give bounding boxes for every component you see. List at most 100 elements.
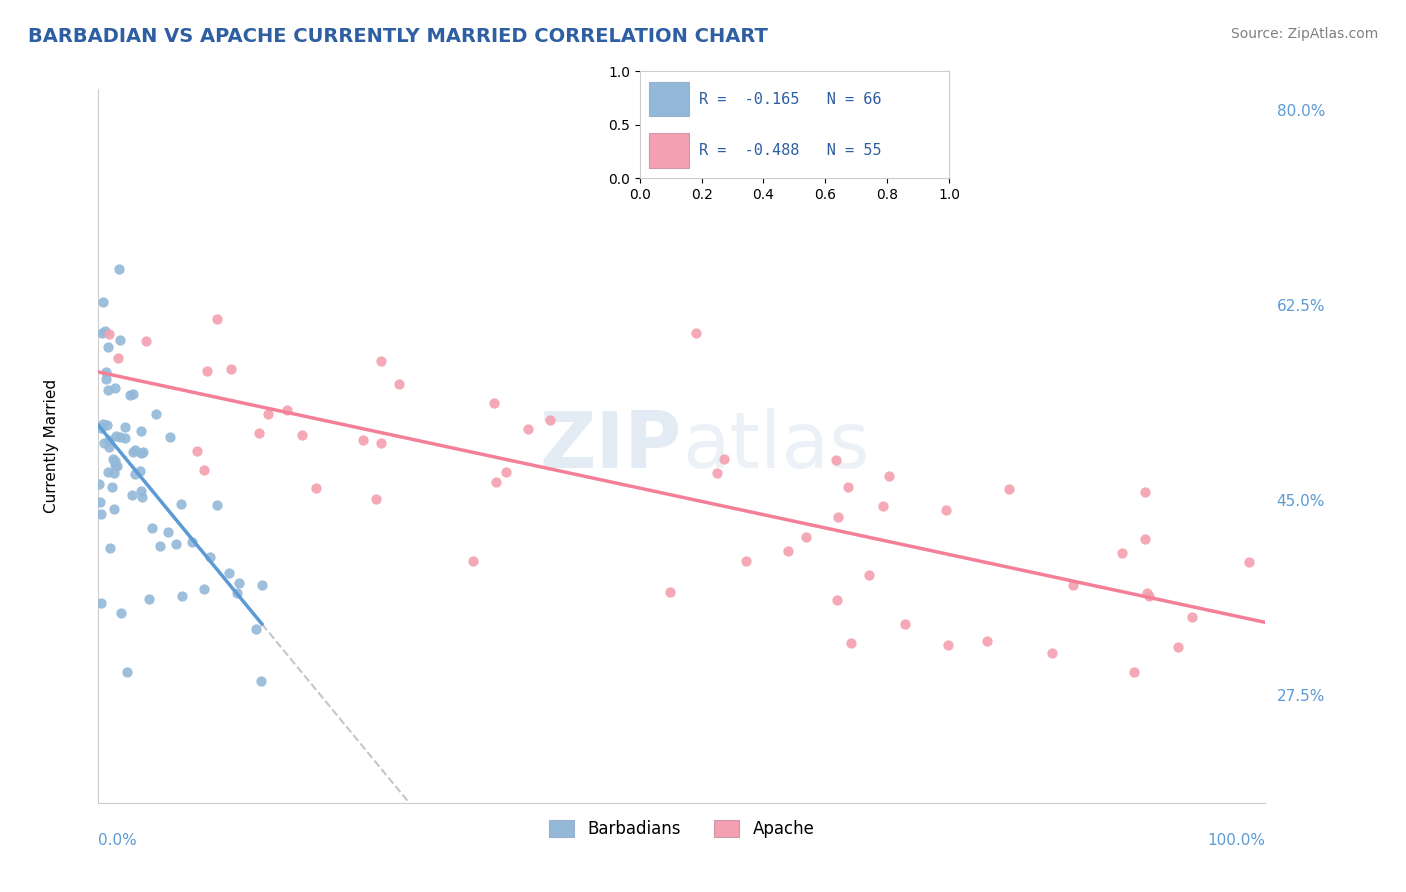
Point bbox=[141, 521, 163, 535]
Point bbox=[877, 468, 900, 483]
Point bbox=[96, 417, 118, 432]
Point bbox=[1040, 646, 1063, 660]
Point bbox=[93, 436, 115, 450]
Point bbox=[157, 524, 180, 539]
Point bbox=[135, 334, 157, 349]
Point bbox=[170, 497, 193, 511]
Point bbox=[195, 364, 218, 378]
Point bbox=[193, 463, 215, 477]
Point bbox=[89, 495, 111, 509]
Point bbox=[872, 499, 894, 513]
Point bbox=[101, 480, 124, 494]
Point bbox=[103, 454, 125, 468]
Point bbox=[138, 592, 160, 607]
Point bbox=[827, 510, 849, 524]
Point bbox=[1180, 610, 1202, 624]
Point bbox=[131, 446, 153, 460]
Point bbox=[305, 481, 328, 495]
Point bbox=[115, 665, 138, 680]
Point bbox=[114, 431, 136, 445]
Point bbox=[90, 596, 112, 610]
Point bbox=[104, 458, 127, 472]
Point bbox=[1135, 485, 1157, 500]
Point bbox=[121, 488, 143, 502]
Point bbox=[90, 507, 112, 521]
Point bbox=[685, 326, 707, 340]
Point bbox=[91, 295, 114, 310]
Text: 62.5%: 62.5% bbox=[1277, 299, 1324, 314]
Point bbox=[495, 466, 517, 480]
Point bbox=[538, 413, 561, 427]
Point bbox=[1111, 546, 1133, 560]
Point bbox=[121, 445, 143, 459]
Text: atlas: atlas bbox=[682, 408, 869, 484]
Point bbox=[186, 444, 208, 458]
Point bbox=[735, 554, 758, 568]
Point bbox=[159, 430, 181, 444]
Point bbox=[90, 326, 112, 340]
Point bbox=[839, 635, 862, 649]
Point bbox=[103, 466, 125, 480]
Point bbox=[193, 582, 215, 596]
Bar bbox=[650, 134, 689, 168]
Point bbox=[107, 351, 129, 366]
Point bbox=[110, 430, 132, 444]
Point bbox=[794, 530, 817, 544]
Text: 80.0%: 80.0% bbox=[1277, 104, 1324, 119]
Point bbox=[706, 466, 728, 480]
Point bbox=[250, 578, 273, 592]
Point bbox=[145, 407, 167, 421]
Point bbox=[170, 589, 193, 603]
Point bbox=[388, 376, 411, 391]
Point bbox=[228, 576, 250, 591]
Point bbox=[370, 354, 392, 368]
Point bbox=[461, 553, 484, 567]
Point bbox=[200, 550, 222, 565]
Point bbox=[165, 537, 187, 551]
Point bbox=[181, 535, 204, 549]
Text: BARBADIAN VS APACHE CURRENTLY MARRIED CORRELATION CHART: BARBADIAN VS APACHE CURRENTLY MARRIED CO… bbox=[28, 27, 768, 45]
Point bbox=[94, 324, 117, 338]
Text: 0.0%: 0.0% bbox=[98, 833, 138, 848]
Point bbox=[997, 482, 1019, 496]
Point bbox=[129, 484, 152, 499]
Point bbox=[482, 395, 505, 409]
Point bbox=[120, 388, 142, 402]
Point bbox=[103, 452, 125, 467]
Point bbox=[90, 420, 112, 434]
Point bbox=[97, 340, 120, 354]
Point bbox=[935, 503, 957, 517]
Point bbox=[256, 407, 278, 421]
Point bbox=[1135, 532, 1157, 546]
Point bbox=[658, 584, 681, 599]
Point bbox=[131, 490, 153, 504]
Point bbox=[108, 262, 131, 277]
Point bbox=[110, 607, 132, 621]
Point bbox=[485, 475, 508, 490]
Point bbox=[776, 544, 799, 558]
Point bbox=[97, 433, 120, 447]
Point bbox=[858, 568, 880, 582]
Point bbox=[1237, 555, 1260, 569]
Point bbox=[104, 429, 127, 443]
Point bbox=[218, 566, 240, 580]
Point bbox=[124, 443, 146, 458]
Point bbox=[976, 634, 998, 648]
Point bbox=[91, 417, 114, 431]
Point bbox=[1062, 578, 1084, 592]
Point bbox=[825, 453, 848, 467]
Point bbox=[105, 458, 128, 473]
Point bbox=[114, 419, 136, 434]
Point bbox=[207, 499, 229, 513]
Point bbox=[226, 585, 249, 599]
Point bbox=[516, 422, 538, 436]
Legend: Barbadians, Apache: Barbadians, Apache bbox=[543, 813, 821, 845]
Point bbox=[893, 617, 915, 632]
Point bbox=[96, 372, 118, 386]
Point bbox=[837, 480, 859, 494]
Text: Source: ZipAtlas.com: Source: ZipAtlas.com bbox=[1230, 27, 1378, 41]
Point bbox=[1136, 586, 1159, 600]
Text: ZIP: ZIP bbox=[540, 408, 682, 484]
Point bbox=[98, 541, 121, 555]
Point bbox=[124, 467, 146, 481]
